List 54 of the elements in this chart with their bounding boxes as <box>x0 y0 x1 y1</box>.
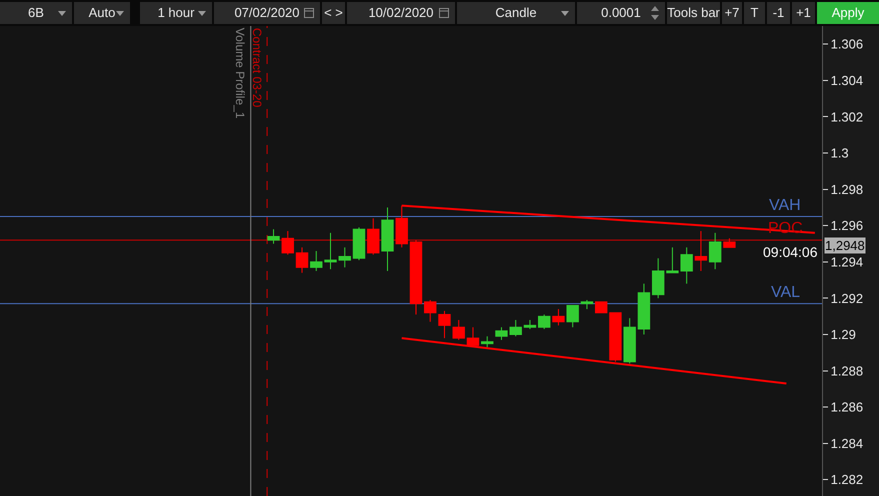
candlestick <box>296 246 308 274</box>
ref-line-label: VAH <box>769 197 801 214</box>
candlestick <box>452 319 465 340</box>
y-tick-label: 1.292 <box>830 290 864 306</box>
y-tick-label: 1.294 <box>830 254 864 270</box>
candlestick <box>538 314 550 330</box>
text: Contract 03-20 <box>250 28 264 108</box>
text: 1 hour <box>140 2 212 24</box>
ref-line-label: VAL <box>771 284 800 301</box>
candlestick <box>324 232 337 270</box>
annotation: 1,2948 <box>825 238 865 253</box>
candlestick <box>723 238 736 248</box>
candlestick <box>552 308 565 326</box>
y-tick-label: 1.298 <box>830 182 864 197</box>
y-tick-label: 1.286 <box>830 400 864 415</box>
text: < > <box>322 2 345 24</box>
text: Volume Profile_1 <box>233 28 248 119</box>
text: +1 <box>792 2 815 24</box>
y-tick-label: 1.304 <box>830 72 864 88</box>
candlestick <box>580 300 594 310</box>
candlestick <box>282 230 294 256</box>
candlestick <box>481 336 494 348</box>
candlestick <box>495 326 508 340</box>
candlestick <box>338 246 351 268</box>
candlestick <box>424 300 436 322</box>
annotation: 09:04:06 <box>763 244 818 260</box>
text: T <box>744 2 765 24</box>
text: +7 <box>722 2 742 24</box>
candlestick <box>510 319 522 337</box>
y-tick-label: 1.29 <box>830 327 856 342</box>
candlestick <box>566 304 579 328</box>
text: Auto <box>74 2 130 24</box>
text: Tools bar <box>667 2 720 24</box>
y-tick-label: 1.306 <box>830 36 864 52</box>
candlestick <box>267 228 280 244</box>
text: 6B <box>0 2 72 24</box>
text: 07/02/2020 <box>214 2 320 24</box>
y-tick-label: 1.288 <box>830 363 864 378</box>
candlestick <box>310 250 322 272</box>
text: 10/02/2020 <box>347 2 455 24</box>
candlestick <box>694 230 708 272</box>
y-tick-label: 1.302 <box>830 109 864 124</box>
candlestick <box>680 246 693 284</box>
y-tick-label: 1.282 <box>830 472 864 488</box>
candlestick <box>438 310 451 339</box>
text: 0.0001 <box>577 2 665 24</box>
y-tick-label: 1.3 <box>830 146 849 161</box>
text: Candle <box>457 2 575 24</box>
y-tick-label: 1.296 <box>830 218 864 234</box>
candlestick <box>708 232 722 270</box>
text: Apply <box>817 2 879 24</box>
y-tick-label: 1.284 <box>830 436 864 451</box>
candlestick <box>367 218 380 256</box>
text: -1 <box>767 2 790 24</box>
